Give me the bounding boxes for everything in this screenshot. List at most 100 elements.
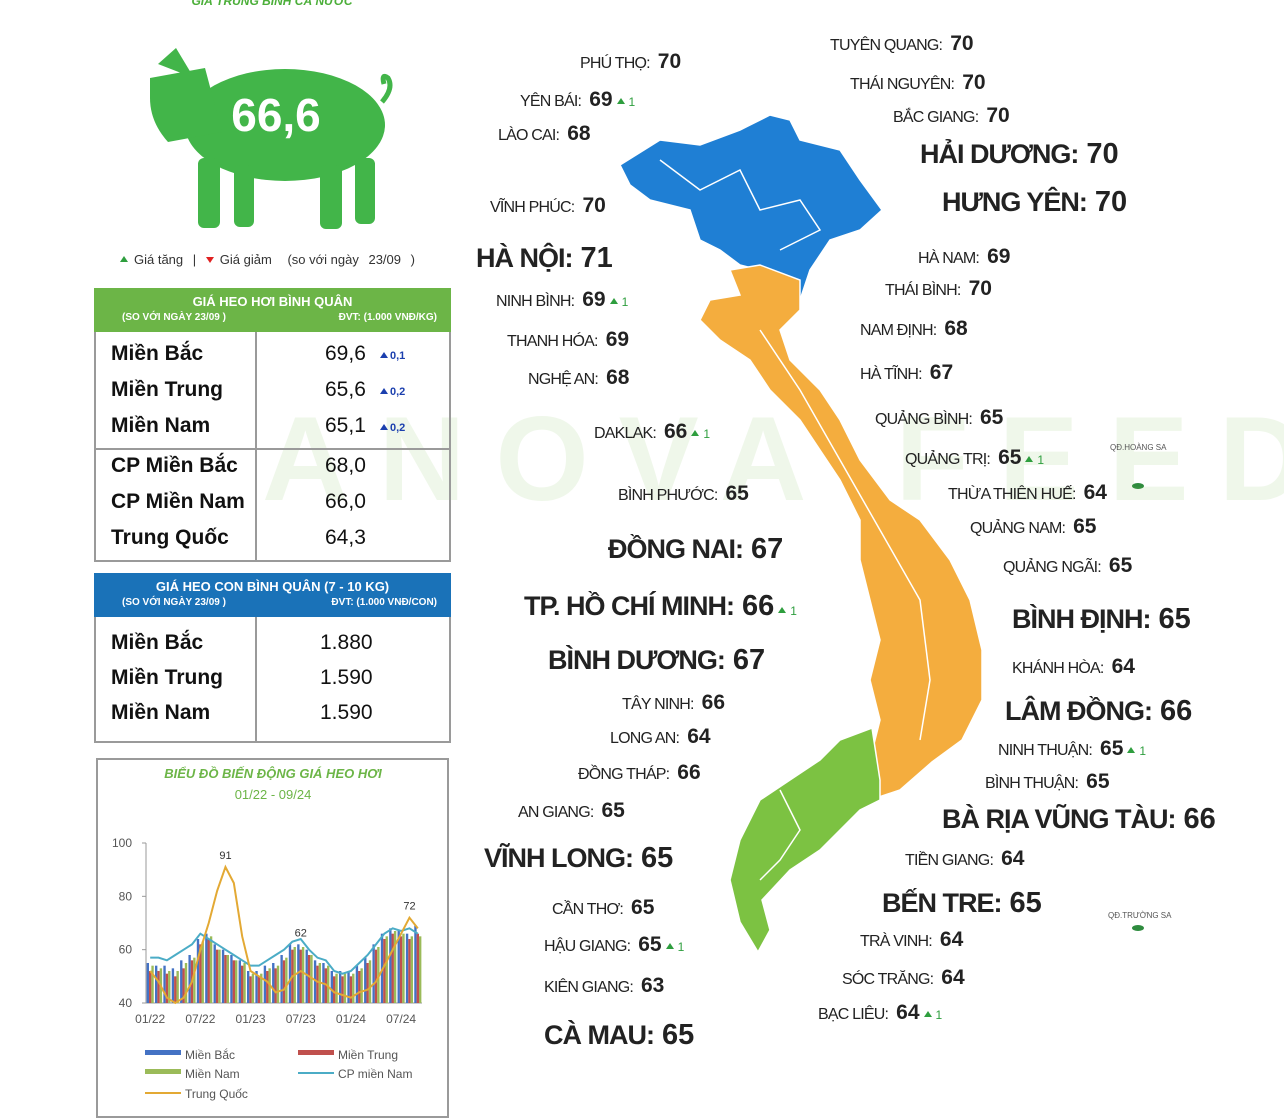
bar	[205, 933, 208, 1003]
bar	[276, 965, 280, 1003]
province-label: HẬU GIANG: 65 1	[544, 933, 684, 957]
change-value: 1	[628, 95, 636, 109]
province-label: AN GIANG: 65	[518, 799, 625, 823]
province-name: NINH THUẬN:	[998, 742, 1093, 759]
bar	[414, 925, 417, 1003]
province-change: 1	[691, 427, 710, 441]
bar	[165, 973, 169, 1003]
bar	[352, 973, 355, 1003]
bar	[368, 960, 372, 1003]
province-price: 64	[687, 725, 711, 748]
price-cell: 69,6	[325, 342, 366, 365]
up-icon	[380, 424, 388, 430]
province-price: 65	[641, 842, 674, 874]
province-label: BẠC LIÊU: 64 1	[818, 1001, 942, 1025]
bar	[372, 944, 375, 1003]
province-price: 66	[664, 420, 688, 443]
bar	[374, 949, 378, 1003]
province-name: BẮC GIANG:	[893, 109, 979, 126]
map-north	[619, 114, 884, 302]
bar	[338, 971, 342, 1003]
island-mark	[1132, 925, 1144, 931]
province-price: 65	[631, 896, 655, 919]
change-cell: 0,2	[380, 422, 405, 434]
change-value: 1	[621, 295, 629, 309]
row-divider	[94, 448, 451, 450]
down-icon	[205, 257, 214, 263]
change-cell: 0,1	[380, 350, 405, 362]
province-name: VĨNH LONG:	[484, 843, 634, 873]
province-label: CÀ MAU: 65	[544, 1019, 694, 1052]
province-price: 70	[986, 104, 1010, 127]
province-price: 65	[601, 799, 625, 822]
province-name: THÁI NGUYÊN:	[850, 76, 955, 93]
pig-leg	[355, 158, 375, 224]
province-price: 66	[677, 761, 701, 784]
legend-up: Giá tăng	[134, 252, 184, 267]
legend-label: Trung Quốc	[185, 1087, 248, 1101]
chart-title: BIỂU ĐỒ BIẾN ĐỘNG GIÁ HEO HƠI	[164, 766, 382, 781]
province-price: 65	[1108, 554, 1133, 577]
region-cell: Miền Trung	[111, 666, 223, 689]
province-label: TUYÊN QUANG: 70	[830, 32, 974, 56]
province-label: QUẢNG TRỊ: 65 1	[905, 446, 1044, 470]
province-name: PHÚ THỌ:	[580, 55, 651, 72]
province-name: AN GIANG:	[518, 804, 594, 821]
pig-leg	[198, 158, 220, 228]
bar	[343, 973, 347, 1003]
bar	[148, 971, 152, 1003]
province-price: 64	[939, 928, 964, 951]
region-cell: Miền Bắc	[111, 342, 204, 365]
province-price: 70	[1094, 186, 1128, 218]
province-price: 67	[929, 361, 954, 384]
bar	[218, 949, 221, 1003]
bar	[168, 971, 171, 1003]
province-label: ĐỒNG NAI: 67	[608, 533, 783, 566]
legend-swatch	[298, 1050, 334, 1055]
province-name: KHÁNH HÒA:	[1012, 660, 1104, 677]
province-name: QUẢNG TRỊ:	[905, 451, 991, 468]
province-label: VĨNH PHÚC: 70	[490, 194, 606, 218]
bar	[260, 973, 263, 1003]
island-label: QĐ.TRƯỜNG SA	[1108, 911, 1172, 920]
province-label: HÀ NỘI: 71	[476, 242, 613, 275]
bar	[397, 931, 400, 1003]
region-cell: Miền Trung	[111, 378, 223, 401]
province-price: 68	[606, 366, 630, 389]
province-label: BÀ RỊA VŨNG TÀU: 66	[942, 803, 1216, 836]
national-price: 66,6	[231, 89, 321, 141]
province-price: 67	[751, 533, 784, 565]
bar	[393, 931, 397, 1003]
province-price: 70	[582, 194, 606, 217]
province-change: 1	[778, 604, 797, 618]
province-label: SÓC TRĂNG: 64	[842, 966, 965, 990]
bar	[349, 976, 353, 1003]
bar	[280, 955, 283, 1003]
bar	[176, 971, 179, 1003]
province-name: THANH HÓA:	[507, 333, 598, 350]
province-name: QUẢNG NGÃI:	[1003, 559, 1102, 576]
province-label: BẾN TRE: 65	[882, 887, 1042, 920]
province-price: 69	[987, 245, 1011, 268]
province-name: HẬU GIANG:	[544, 938, 631, 955]
bar	[389, 928, 392, 1003]
bar	[383, 939, 386, 1003]
province-price: 66	[742, 590, 775, 622]
bar	[163, 965, 166, 1003]
province-price: 65	[1100, 737, 1124, 760]
map-borders	[659, 159, 822, 251]
province-price: 65	[1073, 515, 1097, 538]
legend-swatch	[145, 1050, 181, 1055]
hog-table-unit: ĐVT: (1.000 VNĐ/KG)	[338, 312, 437, 323]
province-label: BÌNH THUẬN: 65	[985, 770, 1110, 794]
province-label: VĨNH LONG: 65	[484, 842, 673, 875]
bar	[307, 955, 311, 1003]
region-cell: Miền Bắc	[111, 631, 204, 654]
price-cell: 68,0	[325, 454, 366, 477]
bar	[257, 976, 261, 1003]
province-name: SÓC TRĂNG:	[842, 971, 934, 988]
bar	[364, 957, 367, 1003]
x-tick-label: 01/22	[135, 1012, 165, 1026]
pig-tail	[380, 74, 393, 104]
legend-down: Giá giảm	[219, 252, 272, 267]
